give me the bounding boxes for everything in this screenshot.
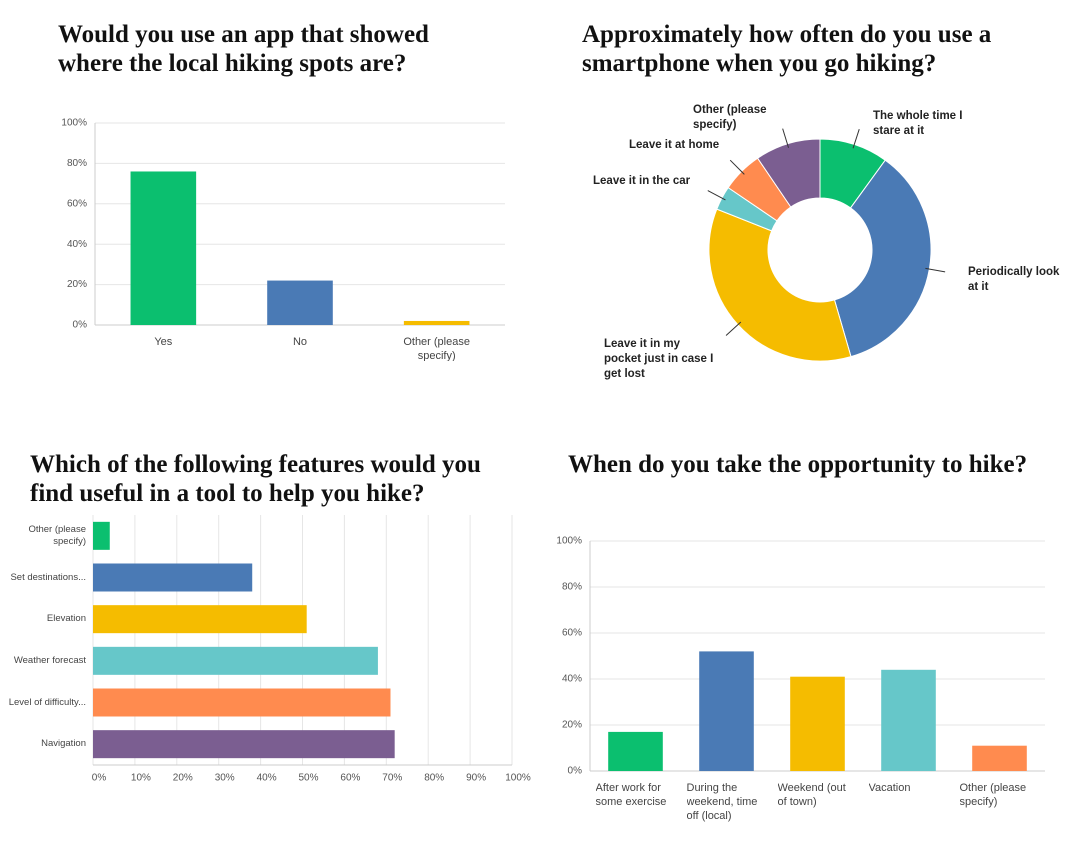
slice-label: Leave it in my pocket just in case I get… (604, 338, 714, 380)
y-tick-label: 60% (562, 628, 582, 639)
x-tick-label: During the weekend, time off (local) (686, 782, 758, 822)
bar (403, 320, 470, 325)
x-tick-label: Other (please specify) (403, 336, 470, 361)
y-tick-label: 40% (562, 674, 582, 685)
x-tick-label: 50% (298, 773, 318, 784)
chart-title: When do you take the opportunity to hike… (568, 451, 1028, 478)
bar (93, 688, 391, 717)
y-tick-label: Weather forecast (13, 654, 86, 666)
bar (130, 171, 197, 325)
y-tick-label: 60% (67, 198, 87, 209)
x-tick-label: After work for some exercise (595, 782, 667, 808)
bar (93, 605, 307, 634)
x-tick-label: Weekend (out of town) (777, 782, 846, 808)
x-tick-label: Other (please specify) (959, 782, 1027, 808)
x-tick-label: 0% (92, 773, 107, 784)
y-tick-label: 80% (67, 158, 87, 169)
leader-line (707, 190, 726, 201)
x-tick-label: 90% (466, 773, 486, 784)
bar (790, 676, 845, 771)
y-tick-label: Elevation (46, 613, 86, 625)
y-tick-label: 0% (73, 320, 88, 331)
x-tick-label: 20% (173, 773, 193, 784)
y-tick-label: Navigation (41, 738, 86, 750)
y-tick-label: Level of difficulty... (8, 696, 86, 708)
chart-title: Approximately how often do you use a sma… (582, 21, 992, 77)
x-tick-label: 70% (382, 773, 402, 784)
bar (93, 646, 378, 675)
x-tick-label: 10% (131, 773, 151, 784)
leader-line (782, 128, 790, 148)
leader-line (925, 267, 946, 273)
x-tick-label: 60% (340, 773, 360, 784)
slice-label: Leave it in the car (593, 175, 691, 187)
x-tick-label: 30% (215, 773, 235, 784)
bar (972, 745, 1027, 771)
y-tick-label: 100% (556, 536, 582, 547)
bar (93, 521, 110, 550)
bar (93, 730, 395, 759)
slice-label: Other (please specify) (693, 104, 767, 131)
leader-line (725, 321, 742, 336)
bar (93, 563, 253, 592)
slice-label: Leave it at home (629, 139, 720, 151)
y-tick-label: Other (please specify) (28, 523, 86, 547)
donut-slice (708, 208, 852, 362)
x-tick-label: 40% (257, 773, 277, 784)
y-tick-label: 20% (67, 279, 87, 290)
y-tick-label: 0% (568, 766, 583, 777)
y-tick-label: 20% (562, 720, 582, 731)
slice-label: Periodically look at it (968, 266, 1060, 293)
bar (267, 280, 333, 325)
leader-line (729, 159, 745, 175)
chart-title: Would you use an app that showed where t… (58, 21, 429, 77)
chart-title: Which of the following features would yo… (30, 451, 481, 507)
y-tick-label: Set destinations... (10, 571, 86, 583)
bar (881, 669, 936, 771)
x-tick-label: Yes (154, 336, 173, 348)
x-tick-label: Vacation (868, 782, 911, 794)
y-tick-label: 80% (562, 582, 582, 593)
y-tick-label: 100% (61, 118, 87, 129)
donut-slice (833, 159, 932, 358)
leader-line (852, 129, 860, 149)
donut-slice (756, 138, 821, 208)
bar (699, 651, 754, 771)
slice-label: The whole time I stare at it (873, 110, 963, 137)
bar (608, 731, 663, 771)
x-tick-label: 100% (505, 773, 531, 784)
x-tick-label: No (292, 336, 308, 348)
x-tick-label: 80% (424, 773, 444, 784)
y-tick-label: 40% (67, 239, 87, 250)
